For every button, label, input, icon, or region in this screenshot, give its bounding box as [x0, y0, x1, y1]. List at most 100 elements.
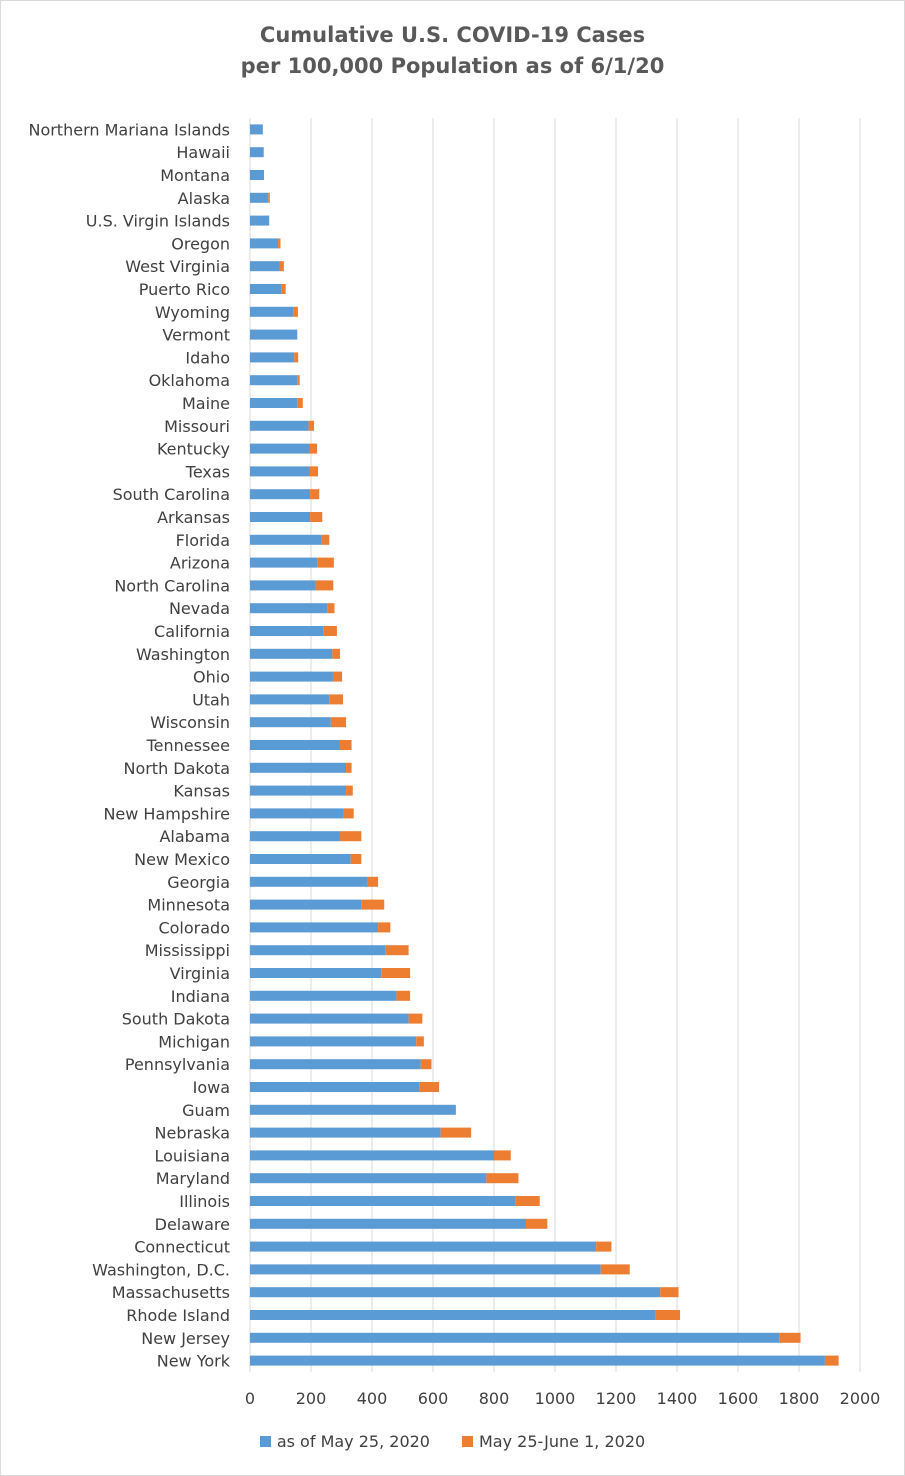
bar-base	[250, 808, 344, 819]
category-label: Wisconsin	[150, 713, 230, 732]
bar-increment	[310, 512, 323, 522]
bar-increment	[279, 261, 284, 272]
category-label: Montana	[160, 166, 230, 185]
bar-base	[250, 945, 386, 956]
bar-base	[250, 466, 310, 477]
category-label: Nebraska	[155, 1124, 230, 1143]
bar-base	[250, 740, 340, 750]
bar-base	[250, 1082, 420, 1092]
chart-title: Cumulative U.S. COVID-19 Cases per 100,0…	[0, 20, 905, 82]
bar-increment	[332, 671, 343, 682]
bar-base	[250, 443, 310, 454]
category-label: Hawaii	[176, 143, 230, 162]
bar-increment	[486, 1173, 519, 1184]
category-label: New York	[157, 1352, 231, 1371]
bar-increment	[416, 1036, 424, 1047]
bar-increment	[600, 1264, 630, 1275]
bar-increment	[308, 420, 315, 431]
legend-label-base: as of May 25, 2020	[276, 1432, 430, 1451]
bar-base	[250, 990, 397, 1001]
bar-base	[250, 1355, 825, 1366]
category-label: North Dakota	[123, 759, 230, 778]
bar-increment	[350, 854, 362, 864]
bar-base	[250, 968, 382, 978]
bar-increment	[526, 1218, 548, 1229]
bar-base	[250, 261, 280, 272]
bar-increment	[309, 443, 318, 454]
bar-base	[250, 626, 324, 636]
bar-base	[250, 352, 295, 363]
bar-base	[250, 398, 298, 408]
bar-increment	[323, 626, 337, 636]
category-label: South Carolina	[113, 485, 230, 504]
bar-base	[250, 1218, 527, 1229]
bar-increment	[385, 945, 409, 956]
bar-increment	[343, 808, 354, 819]
bar-increment	[346, 762, 352, 773]
x-tick-label: 800	[479, 1389, 510, 1408]
bar-increment	[346, 785, 353, 796]
bar-base	[250, 284, 282, 294]
category-label: Michigan	[158, 1032, 230, 1051]
x-tick-label: 1800	[779, 1389, 820, 1408]
bar-increment	[327, 603, 335, 614]
bar-increment	[596, 1241, 612, 1252]
category-label: Maryland	[156, 1169, 230, 1188]
category-label: Ohio	[193, 668, 230, 687]
category-label: U.S. Virgin Islands	[86, 212, 230, 231]
category-label: Nevada	[169, 599, 230, 618]
category-label: Arkansas	[157, 508, 230, 527]
bar-base	[250, 329, 298, 340]
bar-base	[250, 1059, 421, 1070]
bar-increment	[297, 375, 300, 386]
category-label: Wyoming	[155, 303, 230, 322]
legend-item-increment: May 25-June 1, 2020	[461, 1432, 645, 1451]
bar-increment	[293, 306, 298, 317]
category-label: New Hampshire	[103, 804, 230, 823]
category-label: Delaware	[155, 1215, 230, 1234]
bar-base	[250, 1150, 494, 1161]
bar-increment	[367, 876, 379, 887]
category-label: Vermont	[162, 326, 230, 345]
bar-base	[250, 717, 331, 728]
bar-base	[250, 238, 279, 249]
category-label: Iowa	[193, 1078, 230, 1097]
x-tick-label: 1600	[718, 1389, 759, 1408]
bar-base	[250, 420, 309, 431]
bar-base	[250, 170, 265, 180]
category-label: Minnesota	[147, 896, 230, 915]
bar-increment	[655, 1310, 681, 1320]
bar-base	[250, 512, 311, 522]
x-tick-label: 2000	[840, 1389, 881, 1408]
bar-increment	[309, 466, 319, 477]
bar-increment	[440, 1127, 472, 1138]
category-label: Illinois	[179, 1192, 230, 1211]
category-label: Tennessee	[146, 736, 230, 755]
bar-increment	[660, 1287, 679, 1298]
bar-increment	[361, 899, 385, 910]
chart-title-line-1: Cumulative U.S. COVID-19 Cases	[259, 23, 646, 47]
chart-title-line-2: per 100,000 Population as of 6/1/20	[240, 54, 665, 78]
category-label: California	[154, 622, 230, 641]
category-label: Colorado	[158, 918, 230, 937]
bar-increment	[329, 694, 344, 705]
bar-base	[250, 762, 347, 773]
bar-base	[250, 580, 316, 591]
chart-legend: as of May 25, 2020 May 25-June 1, 2020	[0, 1432, 905, 1451]
bar-base	[250, 831, 340, 842]
bar-base	[250, 147, 264, 158]
bar-increment	[381, 968, 411, 978]
category-label: Washington	[136, 645, 230, 664]
category-label: Alabama	[159, 827, 230, 846]
category-label: Oregon	[171, 234, 230, 253]
bar-increment	[494, 1150, 511, 1161]
bar-base	[250, 1310, 656, 1320]
x-tick-label: 1400	[657, 1389, 698, 1408]
bar-increment	[281, 284, 286, 294]
bar-base	[250, 375, 298, 386]
legend-item-base: as of May 25, 2020	[259, 1432, 430, 1451]
bar-increment	[420, 1059, 432, 1070]
bar-increment	[297, 398, 303, 408]
bar-base	[250, 534, 322, 545]
